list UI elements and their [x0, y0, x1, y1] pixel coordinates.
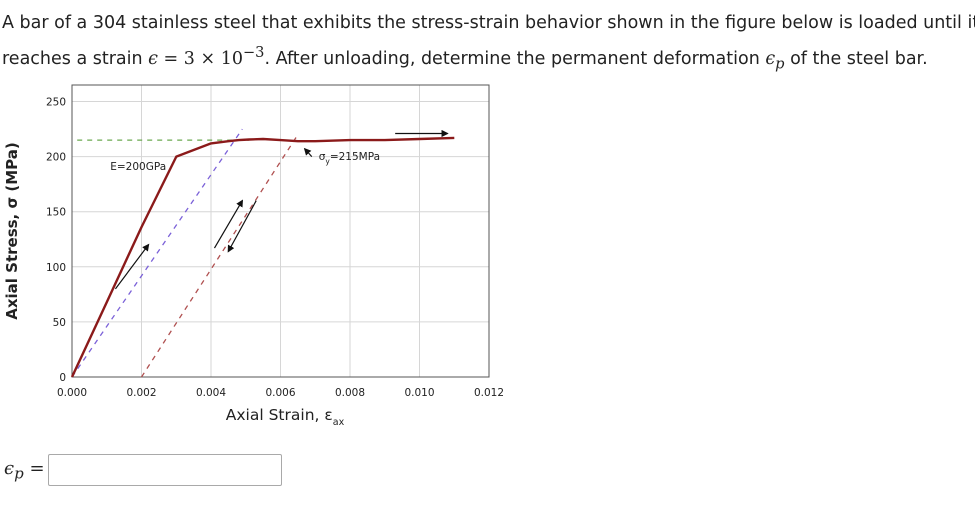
x-tick-label: 0.000: [57, 387, 87, 399]
equals-sign: =: [29, 457, 45, 479]
stress-strain-curve-line: [70, 136, 455, 378]
tick-labels: 0.000 0.002 0.004 0.006 0.008 0.010 0.012 0 50 10…: [46, 97, 504, 399]
problem-text-1: A bar of a 304 stainless steel that exhi…: [2, 13, 975, 33]
plot-frame: [71, 84, 490, 378]
x-tick-label: 0.006: [265, 387, 295, 399]
strain-value: = 3 × 10: [157, 48, 243, 69]
y-tick-label: 100: [46, 262, 66, 274]
y-tick-label: 150: [46, 207, 66, 219]
problem-line-1: A bar of a 304 stainless steel that exhi…: [2, 8, 975, 38]
x-tick-label: 0.004: [196, 387, 226, 399]
stress-strain-chart: 0.000 0.002 0.004 0.006 0.008 0.010 0.012 0 50 10…: [3, 84, 504, 428]
problem-line-2: reaches a strain ϵ = 3 × 10−3. After unl…: [2, 38, 974, 79]
y-tick-label: 0: [59, 372, 66, 384]
y-tick-label: 200: [46, 152, 66, 164]
permanent-deformation-input[interactable]: [48, 454, 282, 486]
epsilon-symbol: ϵ: [765, 48, 776, 69]
elastic-line-E-line: [71, 128, 243, 378]
direction-arrow: [227, 200, 257, 253]
x-axis-label: Axial Strain, εax: [226, 406, 345, 428]
chart-annotation: E=200GPa: [110, 161, 166, 173]
problem-statement: A bar of a 304 stainless steel that exhi…: [2, 8, 975, 79]
unloading-line-line: [140, 134, 299, 378]
x-tick-label: 0.002: [126, 387, 156, 399]
direction-arrow: [213, 199, 244, 249]
answer-label: ϵp =: [4, 458, 48, 483]
y-tick-label: 50: [53, 317, 66, 329]
chart-annotations: E=200GPa σy=215MPa: [110, 151, 380, 173]
problem-text-2b: . After unloading, determine the permane…: [264, 48, 766, 69]
direction-arrow: [114, 243, 150, 290]
x-tick-label: 0.008: [335, 387, 365, 399]
problem-text-2a: reaches a strain: [2, 48, 149, 69]
chart-arrows: [114, 129, 449, 290]
x-tick-label: 0.012: [474, 387, 504, 399]
strain-symbol: ϵ: [148, 48, 158, 69]
problem-text-2c: of the steel bar.: [784, 48, 928, 69]
chart-grid: [71, 85, 490, 377]
x-tick-label: 0.010: [404, 387, 434, 399]
p-subscript: p: [14, 464, 24, 483]
direction-arrow: [303, 147, 313, 158]
chart-annotation: σy=215MPa: [319, 151, 380, 166]
epsilon-symbol: ϵ: [4, 457, 15, 479]
permanent-strain-symbol: ϵp: [765, 48, 785, 73]
strain-expression: ϵ = 3 × 10−3: [148, 44, 264, 69]
chart-series: [70, 128, 455, 378]
y-axis-label: Axial Stress, σ (MPa): [3, 142, 21, 320]
answer-row: ϵp =: [4, 452, 282, 488]
p-subscript: p: [775, 55, 785, 73]
strain-exponent: −3: [242, 44, 265, 61]
y-tick-label: 250: [46, 97, 66, 109]
